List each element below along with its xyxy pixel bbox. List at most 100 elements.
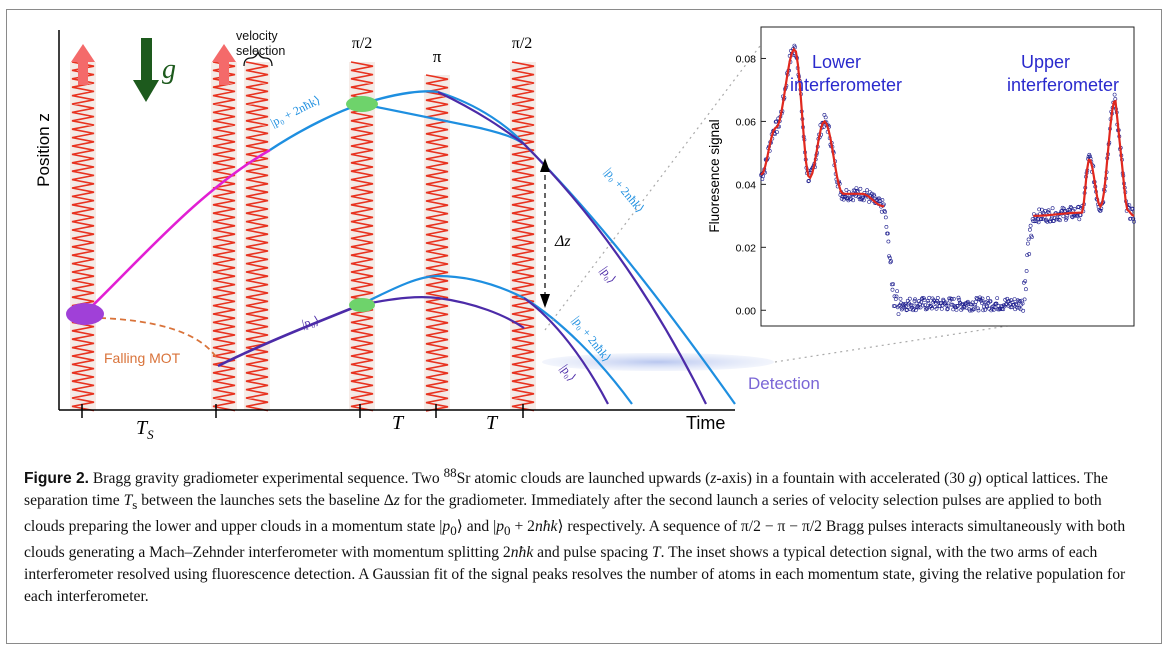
inset-data-point	[1052, 216, 1057, 221]
inset-data-point	[945, 307, 950, 312]
inset-data-point	[865, 188, 870, 193]
figure-frame	[6, 9, 1162, 644]
trajectory-upper-launch	[83, 148, 271, 315]
pulse-label-pi-half-1: π/2	[352, 35, 373, 52]
inset-data-point	[936, 300, 941, 305]
inset-data-point	[1014, 302, 1018, 306]
x-axis-label: Time	[686, 413, 725, 433]
inset-data-point	[1112, 92, 1117, 97]
inset-data-point	[995, 296, 1000, 301]
inset-data-point	[847, 197, 852, 202]
optical-lattice-6	[511, 61, 535, 412]
caption-text: p	[496, 518, 505, 536]
inset-data-point	[925, 306, 930, 311]
inset-data-point	[1028, 223, 1033, 228]
optical-lattice-1	[71, 61, 95, 412]
detection-region	[542, 353, 774, 371]
inset-data-point	[1128, 216, 1133, 221]
inset-data-point	[1036, 220, 1041, 225]
velocity-selection-label: velocity selection	[236, 29, 285, 58]
inset-data-point	[947, 296, 952, 301]
inset-data-point	[823, 115, 828, 120]
caption-text: Sr atomic clouds are launched upwards (	[456, 470, 711, 488]
caption-text: for the gradiometer. Immediately after t…	[24, 492, 1102, 536]
pulse-label-pi-half-2: π/2	[512, 35, 533, 52]
inset-data-point	[792, 43, 797, 48]
time-label-t2: T	[486, 412, 499, 434]
inset-data-point	[893, 297, 898, 301]
figure-caption: Figure 2. Bragg gravity gradiometer expe…	[24, 462, 1144, 608]
inset-data-point	[897, 304, 902, 308]
inset-data-point	[887, 255, 892, 260]
inset-data-point	[1127, 203, 1132, 208]
gravity-arrow	[133, 38, 159, 102]
inset-data-point	[1050, 206, 1055, 211]
inset-data-point	[1058, 218, 1062, 223]
inset-data-point	[845, 196, 850, 201]
caption-text: g	[968, 470, 977, 488]
inset-data-point	[843, 195, 848, 200]
inset-data-point	[775, 130, 779, 135]
inset-data-point	[951, 296, 956, 301]
trajectory-lower-launch	[217, 303, 361, 368]
figure-diagram: Position z Time TS T T g velocity select…	[34, 26, 1136, 442]
inset-data-point	[896, 312, 901, 317]
caption-text: z	[710, 470, 717, 488]
inset-data-point	[977, 297, 982, 302]
inset-data-point	[1040, 207, 1044, 212]
inset-data-point	[1024, 269, 1029, 273]
inset-data-point	[964, 305, 969, 310]
inset-data-point	[891, 282, 896, 287]
trajectory-lower-a	[523, 297, 633, 405]
inset-data-point	[926, 300, 931, 305]
inset-data-point	[1070, 214, 1074, 219]
inset-data-point	[994, 301, 999, 306]
caption-text: T	[651, 544, 661, 562]
inset-data-point	[858, 186, 863, 191]
inset-data-point	[1022, 297, 1027, 302]
inset-data-point	[889, 259, 894, 264]
svg-text:π/2: π/2	[352, 35, 373, 52]
inset-data-point	[980, 301, 984, 305]
inset-ylabel: Fluoresence signal	[707, 119, 722, 232]
inset-data-point	[1026, 241, 1030, 246]
pulse-label-pi: π	[433, 47, 442, 66]
inset-data-point	[907, 296, 912, 301]
caption-text: s	[132, 497, 138, 513]
inset-fit-curve	[760, 47, 1135, 217]
inset-data-point	[976, 308, 981, 313]
inset-data-point	[1130, 207, 1135, 211]
inset-data-point	[982, 300, 987, 305]
caption-text: ) optical lattices. The separation time	[24, 470, 1108, 510]
inset-ytick-label: 0.04	[736, 179, 757, 191]
inset-data-point	[1025, 253, 1030, 258]
inset-data-point	[983, 307, 988, 312]
caption-text: p	[442, 518, 451, 536]
inset-data-point	[761, 174, 765, 179]
trajectory-lower-fast	[359, 274, 525, 306]
inset-data-point	[909, 303, 914, 308]
inset-data-point	[894, 294, 899, 299]
caption-text: ⟩ respectively. A sequence of π/2 − π − …	[24, 518, 1126, 562]
inset-data-point	[980, 296, 985, 301]
inset-data-point	[1012, 297, 1017, 302]
inset-data-point	[957, 300, 962, 305]
inset-data-point	[988, 299, 993, 304]
inset-data-point	[921, 303, 926, 308]
inset-ytick-label: 0.02	[736, 242, 757, 254]
inset-data-point	[925, 299, 930, 303]
caption-label: Figure 2.	[24, 470, 89, 488]
inset-data-point	[806, 179, 811, 184]
inset-data-point	[968, 308, 972, 313]
inset-data-point	[920, 296, 925, 300]
caption-text: + 2	[510, 518, 535, 536]
inset-data-point	[976, 306, 980, 311]
falling-mot-curve	[99, 317, 219, 361]
inset-data-point	[929, 306, 934, 311]
caption-text: -axis) in a fountain with accelerated (3…	[716, 470, 969, 488]
inset-data-point	[880, 198, 885, 202]
launch-arrow-1	[71, 44, 95, 85]
inset-data-point	[901, 305, 906, 310]
inset-data-point	[992, 307, 996, 312]
inset-data-point	[898, 296, 903, 301]
